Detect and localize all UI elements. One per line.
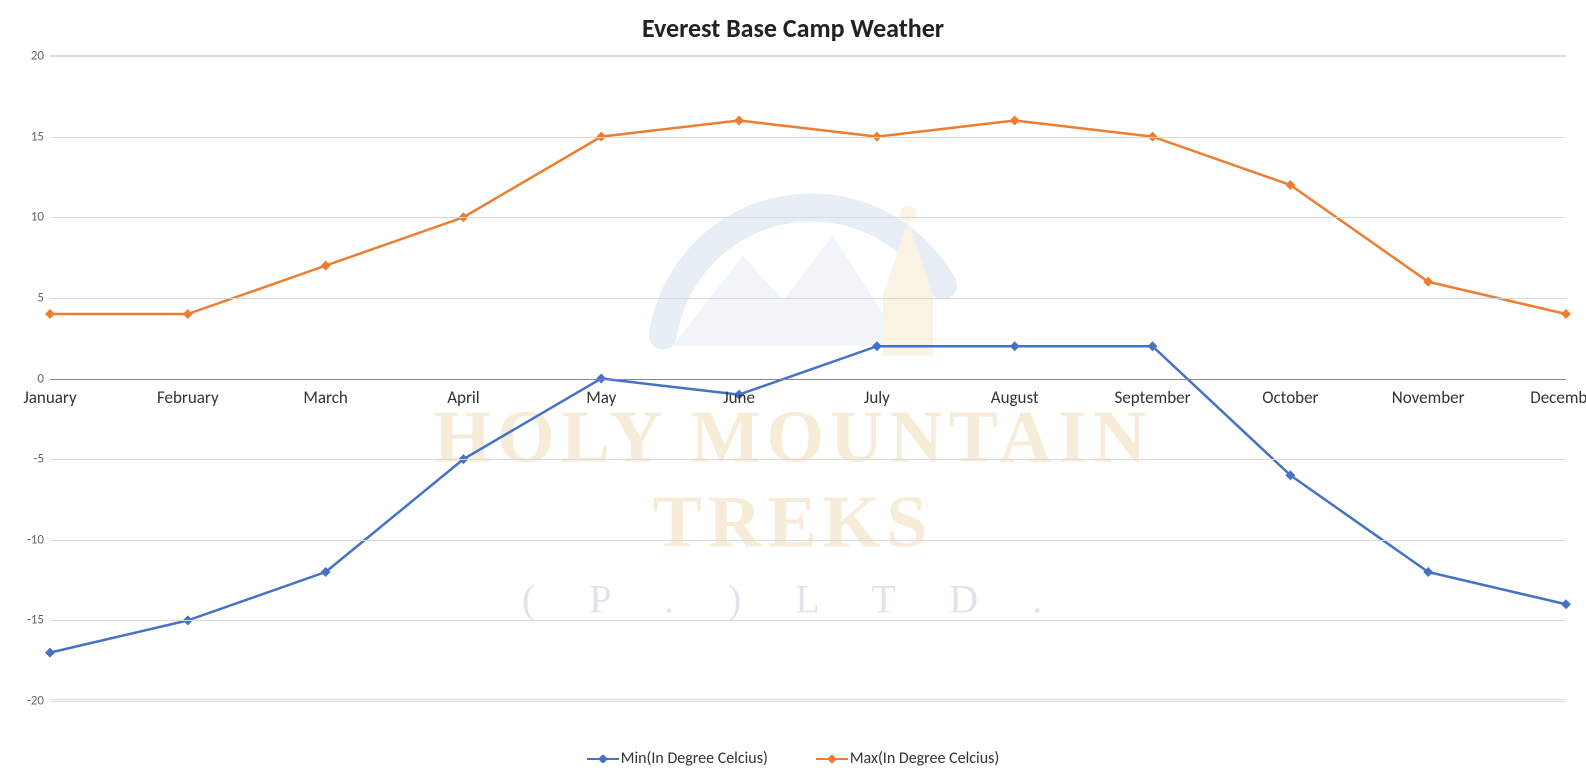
- series-marker: [46, 310, 54, 318]
- series-marker: [1562, 310, 1570, 318]
- x-axis-line: [50, 379, 1566, 380]
- gridline: [50, 459, 1566, 460]
- chart-legend: Min(In Degree Celcius) Max(In Degree Celc…: [0, 749, 1586, 768]
- x-category-label: July: [864, 387, 890, 408]
- y-tick-label: -20: [10, 694, 44, 709]
- y-tick-label: 5: [10, 290, 44, 305]
- gridline: [50, 620, 1566, 621]
- weather-chart: HOLY MOUNTAIN TREKS ( P . ) L T D . Ever…: [0, 0, 1586, 780]
- legend-label: Max(In Degree Celcius): [850, 749, 999, 768]
- x-category-label: August: [991, 387, 1039, 408]
- gridline: [50, 298, 1566, 299]
- series-marker: [46, 648, 54, 656]
- series-line: [50, 346, 1566, 652]
- y-tick-label: 10: [10, 210, 44, 225]
- x-category-label: June: [723, 387, 755, 408]
- y-tick-label: -5: [10, 452, 44, 467]
- series-marker: [1010, 342, 1018, 350]
- gridline: [50, 701, 1566, 702]
- x-category-label: March: [303, 387, 347, 408]
- gridline: [50, 217, 1566, 218]
- gridline: [50, 540, 1566, 541]
- legend-item: Min(In Degree Celcius): [587, 749, 768, 768]
- y-tick-label: 15: [10, 129, 44, 144]
- gridline: [50, 56, 1566, 57]
- series-marker: [1010, 116, 1018, 124]
- y-tick-label: 20: [10, 49, 44, 64]
- x-category-label: October: [1262, 387, 1318, 408]
- y-tick-label: -10: [10, 532, 44, 547]
- series-marker: [735, 116, 743, 124]
- y-tick-label: 0: [10, 371, 44, 386]
- series-marker: [1562, 600, 1570, 608]
- legend-swatch: [816, 752, 848, 766]
- legend-swatch: [587, 752, 619, 766]
- plot-area: -20-15-10-505101520JanuaryFebruaryMarchA…: [50, 55, 1566, 700]
- legend-label: Min(In Degree Celcius): [621, 749, 768, 768]
- series-marker: [873, 342, 881, 350]
- x-category-label: November: [1392, 387, 1465, 408]
- x-category-label: February: [157, 387, 219, 408]
- x-category-label: May: [586, 387, 616, 408]
- chart-title: Everest Base Camp Weather: [0, 12, 1586, 44]
- legend-item: Max(In Degree Celcius): [816, 749, 999, 768]
- x-category-label: December: [1530, 387, 1586, 408]
- series-marker: [321, 261, 329, 269]
- x-category-label: April: [447, 387, 480, 408]
- gridline: [50, 137, 1566, 138]
- x-category-label: September: [1115, 387, 1191, 408]
- y-tick-label: -15: [10, 613, 44, 628]
- series-marker: [184, 310, 192, 318]
- x-category-label: January: [23, 387, 76, 408]
